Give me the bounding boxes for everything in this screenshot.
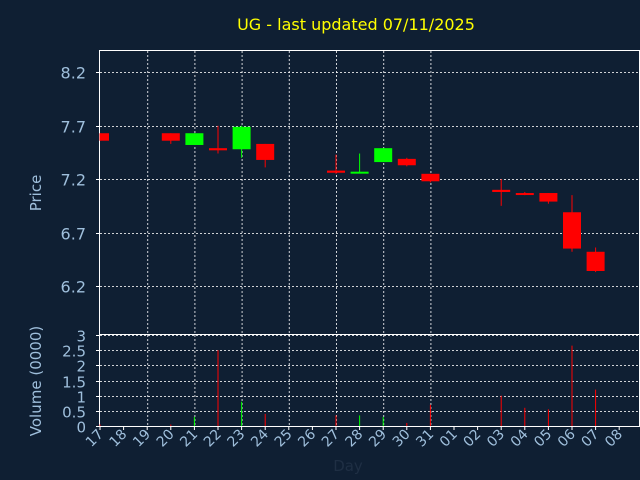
volume-axis-label: Volume (0000) (27, 326, 45, 436)
x-tick-label: 01 (437, 427, 461, 451)
price-grid (100, 51, 639, 334)
x-tick-label: 18 (107, 427, 131, 451)
volume-grid (100, 335, 639, 427)
x-tick-label: 20 (154, 427, 178, 451)
candle-body (539, 193, 558, 202)
candle-body (327, 170, 345, 173)
volume-panel-frame (99, 334, 640, 427)
x-axis-label: Day (333, 457, 363, 475)
x-tick-label: 06 (555, 426, 579, 450)
volume-y-ticks: 32.521.510.50 (62, 328, 100, 437)
x-tick-label: 08 (602, 427, 626, 451)
x-tick-label: 26 (295, 426, 319, 450)
volume-bars (99, 345, 597, 426)
x-tick-label: 28 (343, 427, 367, 451)
candle-body (161, 133, 180, 141)
volume-y-tick-label: 0 (76, 419, 86, 437)
candle-body (209, 148, 227, 151)
chart-title: UG - last updated 07/11/2025 (237, 15, 475, 34)
x-tick-label: 19 (130, 427, 154, 451)
x-tick-label: 23 (225, 427, 249, 451)
volume-y-tick-label: 1 (76, 389, 86, 407)
price-y-tick-label: 8.2 (61, 64, 86, 83)
volume-y-tick-label: 1.5 (62, 374, 86, 392)
x-tick-label: 31 (413, 427, 437, 451)
x-tick-label: 25 (272, 427, 296, 451)
x-tick-label: 22 (201, 427, 225, 451)
candles (99, 125, 605, 273)
volume-y-tick-label: 2.5 (62, 343, 86, 361)
x-ticks: 17 18 19 20 21 22 23 24 25 26 27 28 29 30 31 01 02 03 04 05… (83, 426, 626, 450)
candle-body (515, 193, 534, 196)
volume-y-tick-label: 2 (76, 358, 86, 376)
candle-body (374, 148, 393, 163)
price-y-tick-label: 7.2 (61, 171, 86, 190)
price-panel-frame (99, 50, 640, 335)
price-y-tick-label: 6.2 (61, 278, 86, 297)
x-tick-label: 04 (508, 426, 532, 450)
price-y-tick-label: 6.7 (61, 225, 86, 244)
x-tick-label: 30 (390, 427, 414, 451)
candle-body (397, 158, 416, 166)
price-axis-label: Price (27, 175, 45, 212)
x-tick-label: 29 (366, 427, 390, 451)
volume-y-tick-label: 0.5 (62, 404, 86, 422)
x-tick-label: 03 (484, 427, 508, 451)
candle-body (185, 133, 204, 145)
x-tick-label: 21 (177, 427, 201, 451)
candle-body (421, 173, 440, 182)
candle-body (586, 251, 605, 271)
price-y-ticks: 8.2 7.7 7.2 6.7 6.2 (61, 64, 100, 297)
candle-body (256, 143, 275, 160)
x-tick-label: 02 (461, 427, 485, 451)
x-tick-label: 27 (319, 427, 343, 451)
candle-body (232, 126, 251, 150)
x-tick-label: 17 (83, 427, 107, 451)
volume-y-tick-label: 3 (76, 328, 86, 346)
price-y-tick-label: 7.7 (61, 118, 86, 137)
x-tick-label: 24 (248, 426, 272, 450)
candle-body (563, 212, 581, 249)
x-tick-label: 05 (531, 427, 555, 451)
candle-body (350, 171, 369, 174)
x-tick-label: 07 (579, 427, 603, 451)
candle-body (100, 133, 109, 141)
candle-body (492, 189, 511, 192)
